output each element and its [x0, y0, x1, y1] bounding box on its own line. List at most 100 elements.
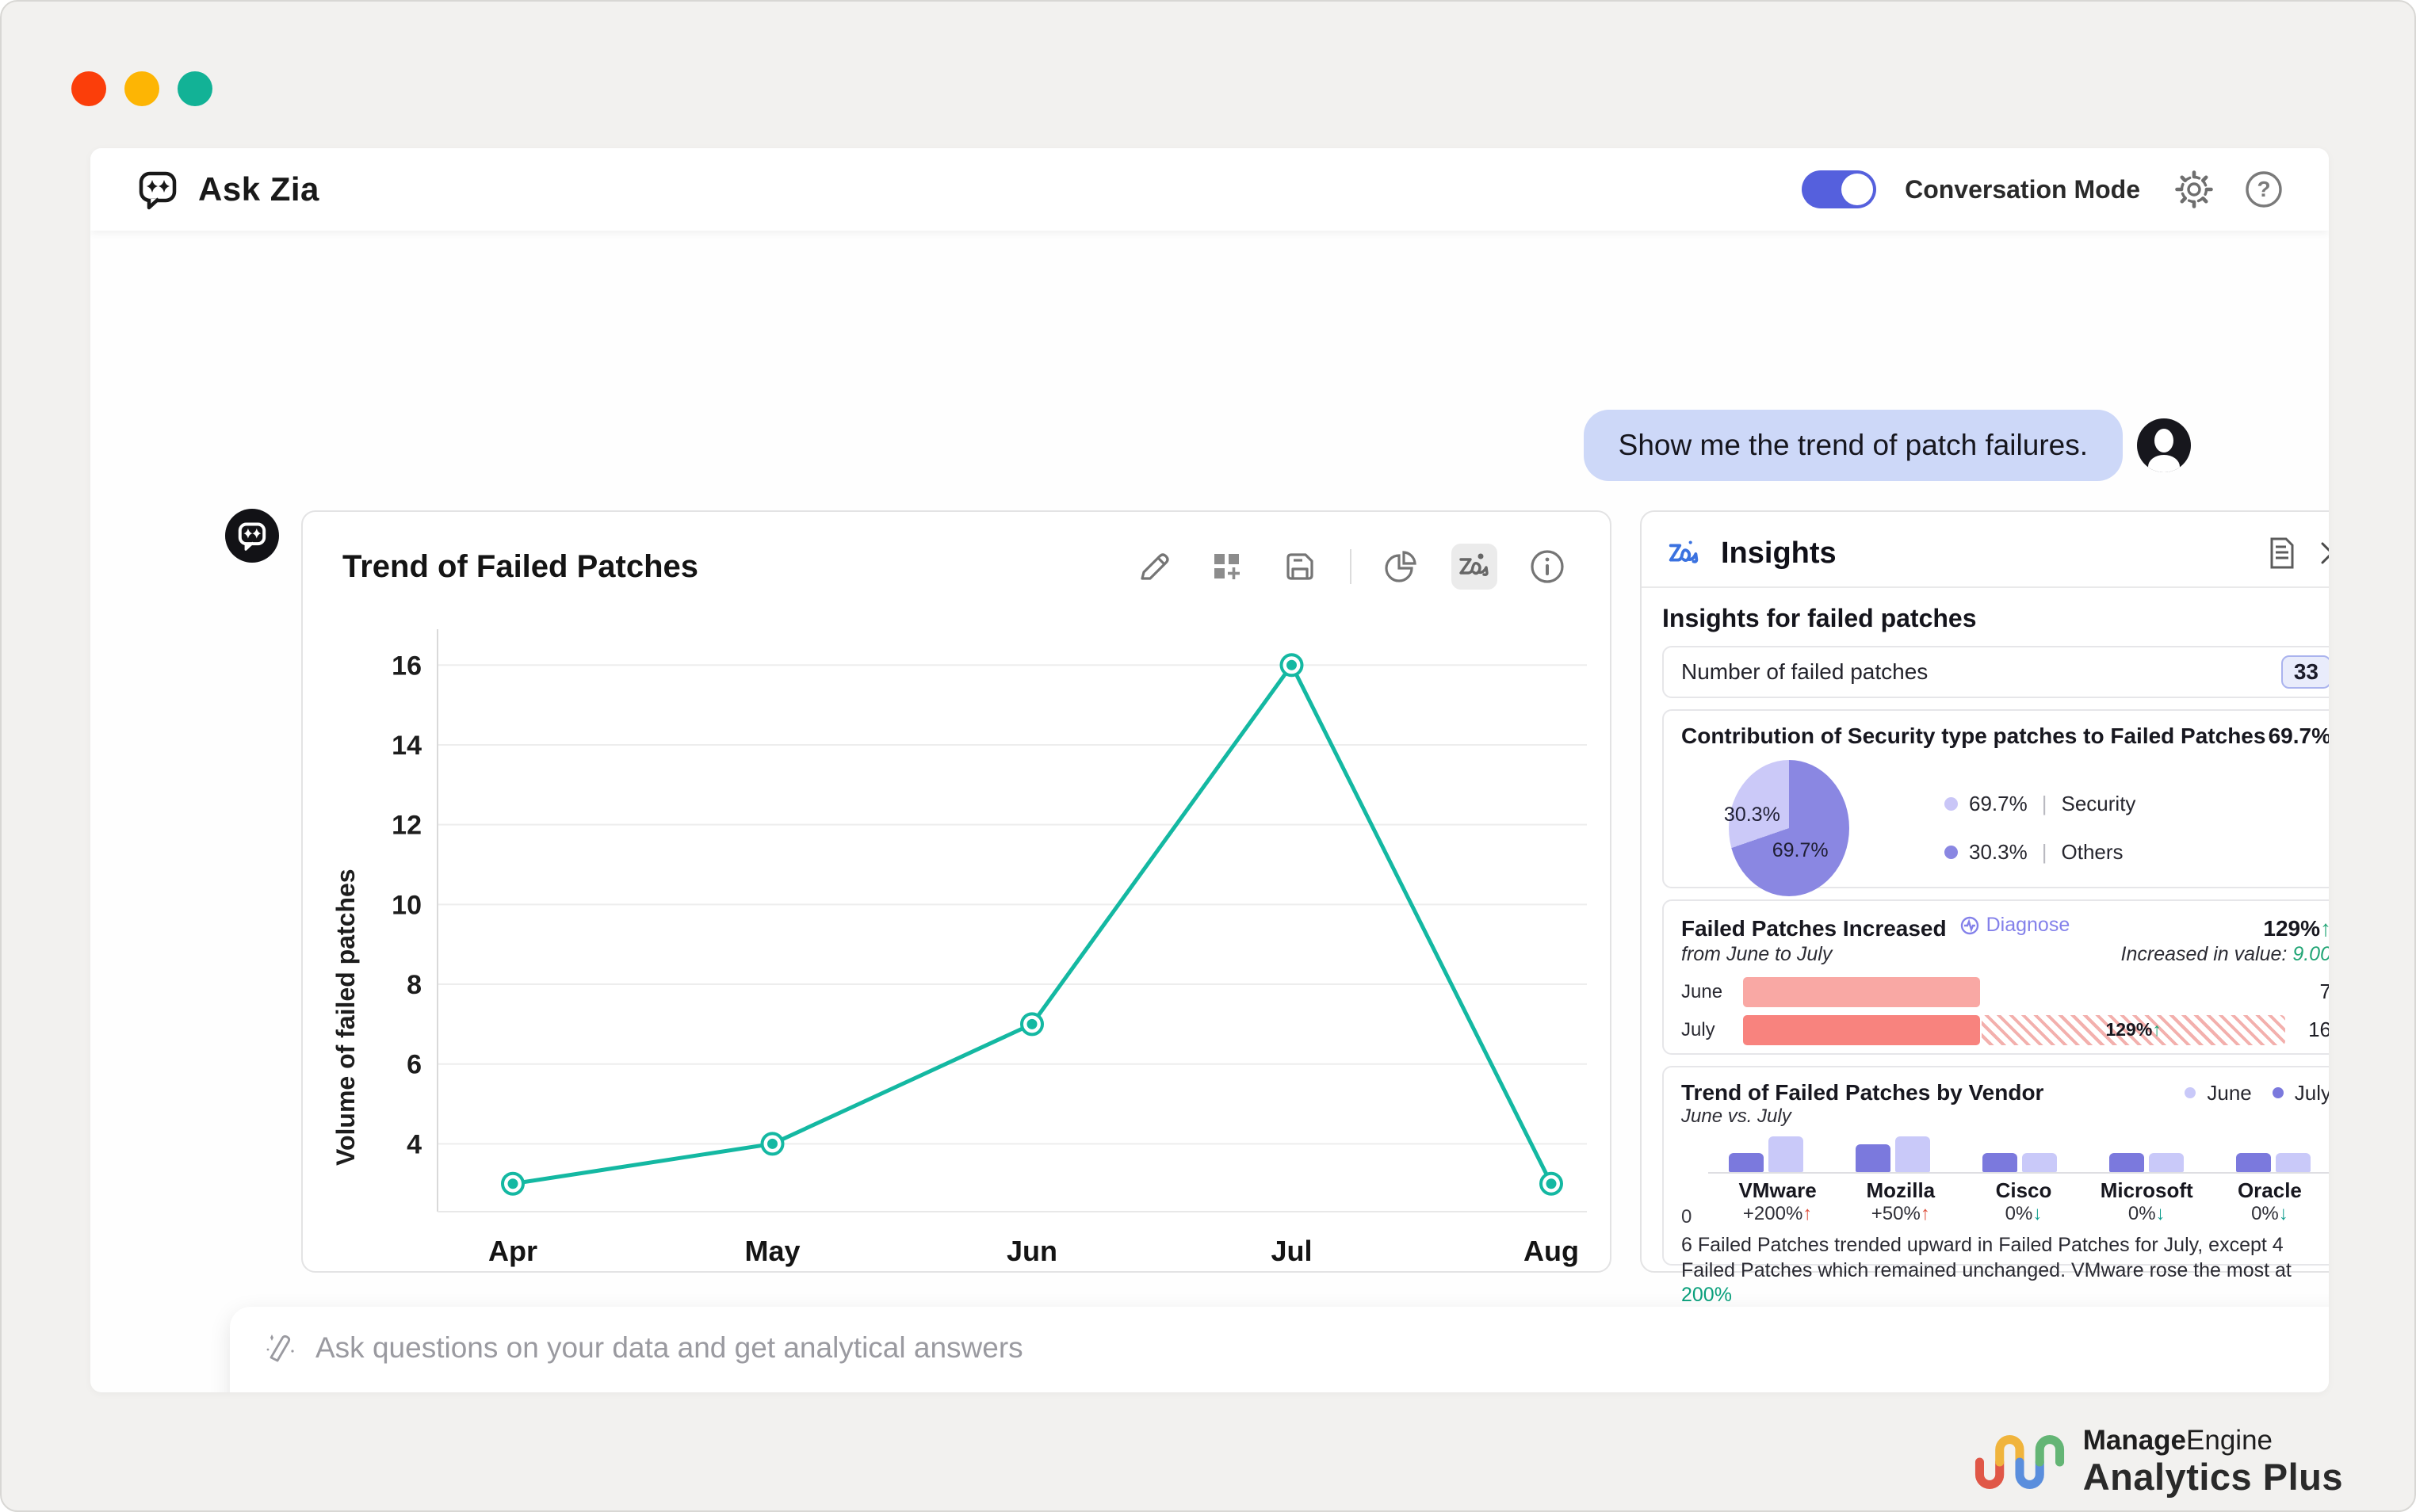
edit-icon[interactable] [1131, 544, 1177, 590]
info-icon[interactable] [1524, 544, 1570, 590]
svg-text:12: 12 [392, 811, 422, 841]
security-pie-chart: 69.7% 30.3% [1724, 760, 1849, 896]
product-name: Analytics Plus [2082, 1456, 2343, 1498]
brand: Ask Zia [135, 166, 319, 212]
toolbar-separator [1350, 549, 1351, 584]
traffic-dot [124, 71, 159, 106]
vendor-bar [2276, 1152, 2311, 1172]
increase-subtitle: from June to July [1681, 942, 1833, 965]
app-title: Ask Zia [198, 170, 319, 208]
help-icon[interactable]: ? [2243, 169, 2284, 210]
add-to-dashboard-icon[interactable] [1204, 544, 1250, 590]
trend-line-chart: 4 6 8 10 12 14 16 Apr May Jun Jul Aug [392, 629, 1587, 1267]
document-icon[interactable] [2263, 535, 2299, 571]
vendor-label-cell: Oracle 0%↓ [2237, 1178, 2302, 1224]
chart-card: Trend of Failed Patches [301, 510, 1611, 1273]
chart-toolbar [1131, 544, 1570, 590]
traffic-dot [178, 71, 212, 106]
traffic-dot [71, 71, 106, 106]
vendor-bar-group [1982, 1152, 2057, 1172]
conversation-mode-label: Conversation Mode [1905, 174, 2140, 204]
svg-text:Jul: Jul [1271, 1235, 1312, 1267]
vendor-bar [2022, 1152, 2057, 1172]
svg-text:Jun: Jun [1007, 1235, 1057, 1267]
svg-text:May: May [744, 1235, 800, 1267]
chart-title: Trend of Failed Patches [342, 548, 699, 584]
increase-card-title: Failed Patches Increased [1681, 915, 1947, 941]
divider [1642, 586, 2329, 588]
svg-text:4: 4 [407, 1129, 422, 1159]
increase-hatch-area: 129%↑ [1982, 1014, 2285, 1045]
vendor-bar-group [2236, 1152, 2311, 1172]
vendor-label-cell: Cisco 0%↓ [1995, 1178, 2052, 1224]
zia-avatar [225, 509, 279, 563]
increase-value-text: Increased in value: 9.00 [2120, 942, 2329, 965]
ask-zia-bubble-icon [135, 166, 181, 212]
vendor-bar-group [2109, 1152, 2184, 1172]
insight-increase-card: Failed Patches Increased Diagnose 129%↑ … [1662, 899, 2329, 1055]
manageengine-logo: ManageEngine Analytics Plus [1972, 1425, 2343, 1499]
vendor-legend-item: July [2272, 1081, 2329, 1105]
increase-bar-row: July 129%↑16 [1681, 1014, 2329, 1045]
vendor-bar [1982, 1152, 2017, 1172]
vendor-bar-group [1856, 1136, 1930, 1172]
vendor-bar [2109, 1152, 2144, 1172]
vendor-bar [2236, 1152, 2271, 1172]
diagnose-link[interactable]: Diagnose [1959, 914, 2070, 937]
svg-text:10: 10 [392, 890, 422, 920]
conversation-mode-toggle[interactable] [1802, 170, 1877, 208]
vendor-bar [1856, 1144, 1890, 1172]
vendor-card-title: Trend of Failed Patches by Vendor [1681, 1080, 2044, 1105]
pie-slice-label-security: 69.7% [1772, 838, 1829, 861]
svg-text:16: 16 [392, 651, 422, 681]
pie-slice-label-others: 30.3% [1723, 804, 1780, 827]
svg-text:8: 8 [407, 970, 422, 1000]
insights-panel: Insights Insights for failed patches Num… [1640, 510, 2329, 1306]
insights-section-title: Insights for failed patches [1662, 604, 1977, 632]
vendor-summary: 6 Failed Patches trended upward in Faile… [1681, 1234, 2292, 1306]
increase-bar-row: June7 [1681, 976, 2329, 1007]
pie-legend-item: 30.3% | Others [1944, 840, 2135, 865]
header-bar: Ask Zia Conversation Mode [90, 148, 2329, 231]
vendor-label-cell: Microsoft 0%↓ [2100, 1178, 2193, 1224]
vendor-bar-group [1729, 1136, 1803, 1172]
svg-text:?: ? [2257, 177, 2270, 201]
count-value-badge: 33 [2280, 655, 2329, 689]
brand-name: ManageEngine [2082, 1425, 2273, 1456]
svg-text:14: 14 [392, 731, 422, 761]
vendor-bar [1895, 1136, 1930, 1172]
vendor-subtitle: June vs. July [1681, 1105, 1791, 1127]
zia-logo-icon [1662, 534, 1707, 572]
y-axis-title: Volume of failed patches [331, 869, 360, 1166]
zia-insights-icon[interactable] [1451, 544, 1497, 590]
pie-headline-value: 69.7% [2268, 724, 2329, 748]
increase-percent: 129%↑ [2263, 915, 2329, 941]
user-message-bubble: Show me the trend of patch failures. [1583, 410, 2123, 481]
svg-text:Aug: Aug [1523, 1235, 1579, 1267]
vendor-bar [1729, 1152, 1764, 1172]
insight-row-count: Number of failed patches 33 [1662, 646, 2329, 698]
svg-text:6: 6 [407, 1050, 422, 1080]
line-chart-plot: Volume of failed patches 4 6 8 10 12 14 16 Apr M… [331, 613, 1587, 1271]
chart-type-icon[interactable] [1378, 544, 1424, 590]
settings-gear-icon[interactable] [2173, 169, 2215, 210]
vendor-label-cell: VMware +200%↑ [1738, 1178, 1817, 1224]
pie-card-title: Contribution of Security type patches to… [1681, 724, 2266, 748]
count-label: Number of failed patches [1681, 659, 1929, 684]
vendor-bar [1768, 1136, 1803, 1172]
window-traffic-lights [71, 71, 212, 106]
pie-legend-item: 69.7% | Security [1944, 792, 2135, 816]
svg-text:Apr: Apr [488, 1235, 537, 1267]
vendor-zero-label: 0 [1681, 1206, 1692, 1228]
insights-title: Insights [1721, 536, 1837, 570]
ask-zia-panel: Ask Zia Conversation Mode [90, 148, 2329, 1392]
close-icon[interactable] [2314, 535, 2329, 571]
manageengine-wave-icon [1974, 1434, 2064, 1489]
magic-pencil-icon [263, 1331, 298, 1365]
user-avatar [2137, 418, 2191, 472]
save-icon[interactable] [1277, 544, 1323, 590]
vendor-label-cell: Mozilla +50%↑ [1866, 1178, 1936, 1224]
input-placeholder: Ask questions on your data and get analy… [315, 1331, 1023, 1364]
insight-vendor-card: Trend of Failed Patches by Vendor June Ju… [1662, 1066, 2329, 1306]
